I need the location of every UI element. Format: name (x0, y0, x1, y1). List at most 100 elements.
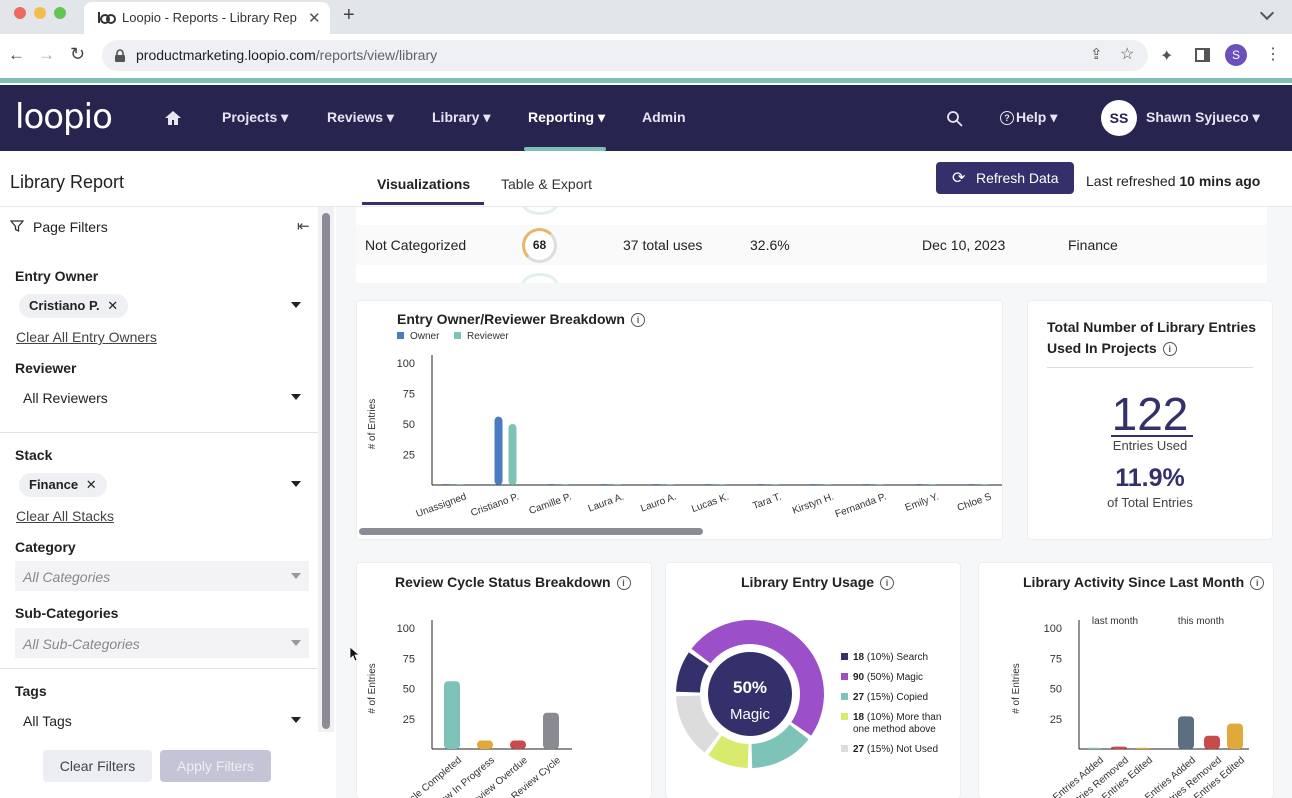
minimize-window-button[interactable] (34, 7, 46, 19)
info-icon: i (616, 576, 631, 590)
data-bar (543, 712, 559, 749)
mouse-cursor-icon (349, 646, 359, 662)
close-window-button[interactable] (14, 7, 26, 19)
sidebar-toggle-icon[interactable] (1195, 48, 1210, 62)
browser-tab-strip: Loopio - Reports - Library Rep ✕ + (0, 0, 1292, 34)
data-bar (704, 484, 713, 485)
apply-filters-button[interactable]: Apply Filters (160, 750, 271, 782)
extensions-icon[interactable]: ✦ (1160, 48, 1174, 65)
maximize-window-button[interactable] (54, 7, 66, 19)
filters-sidebar: Page Filters ⇤ Entry Owner Cristiano P. … (0, 207, 318, 798)
lock-icon (115, 49, 125, 62)
subcategories-select[interactable]: All Sub-Categories (15, 628, 309, 658)
table-row-faded (356, 269, 1267, 283)
collapse-sidebar-icon[interactable]: ⇤ (297, 218, 310, 235)
data-bar (442, 484, 450, 485)
nav-admin[interactable]: Admin (642, 109, 686, 125)
data-bar (1135, 747, 1151, 749)
subcategories-label: Sub-Categories (15, 605, 119, 621)
divider (0, 432, 318, 433)
data-bar (456, 484, 464, 485)
star-icon[interactable]: ☆ (1120, 46, 1135, 63)
sidebar-scrollbar-thumb[interactable] (322, 213, 330, 729)
nav-library[interactable]: Library ▾ (432, 109, 491, 125)
refresh-data-button[interactable]: ⟳ Refresh Data (936, 162, 1074, 194)
legend-swatch (454, 332, 461, 339)
entries-used-count: 122 (1111, 388, 1189, 440)
address-bar-row: ← → ↻ productmarketing.loopio.com/report… (0, 34, 1292, 78)
back-arrow-icon[interactable]: ← (8, 45, 25, 64)
data-bar (876, 484, 884, 485)
y-tick-label: 75 (403, 653, 415, 665)
data-bar (1178, 716, 1194, 749)
category-select[interactable]: All Categories (15, 561, 309, 591)
user-avatar[interactable]: SS (1101, 100, 1137, 136)
divider (1047, 367, 1253, 368)
url-field[interactable]: productmarketing.loopio.com/reports/view… (102, 40, 1148, 71)
new-tab-button[interactable]: + (343, 4, 355, 26)
info-icon: i (630, 313, 645, 327)
nav-help[interactable]: ? Help ▾ (1000, 109, 1057, 126)
donut-slice (676, 652, 709, 693)
nav-reporting[interactable]: Reporting ▾ (528, 109, 606, 125)
url-text: productmarketing.loopio.com/reports/view… (136, 47, 438, 63)
table-row[interactable]: Not Categorized 68 37 total uses 32.6% D… (356, 225, 1267, 265)
x-tick-label: Kirstyn H. (791, 491, 835, 516)
remove-chip-icon: ✕ (107, 298, 119, 313)
x-tick-label: Lucas K. (690, 491, 730, 515)
forward-arrow-icon[interactable]: → (38, 45, 55, 64)
legend-swatch (841, 693, 848, 700)
tab-visualizations[interactable]: Visualizations (377, 176, 471, 192)
user-menu[interactable]: Shawn Syjueco ▾ (1146, 109, 1260, 125)
kebab-menu-icon[interactable]: ⋮ (1265, 46, 1281, 63)
reload-icon[interactable]: ↻ (70, 44, 86, 64)
chart-scrollbar-track[interactable] (357, 526, 1002, 536)
sidebar-scrollbar-track[interactable] (318, 207, 334, 732)
search-icon[interactable] (946, 110, 963, 127)
close-tab-icon[interactable]: ✕ (308, 10, 321, 27)
data-bar (1204, 735, 1220, 749)
stack-select[interactable]: Finance ✕ (15, 469, 309, 499)
reviewer-select[interactable]: All Reviewers (15, 382, 309, 412)
y-tick-label: 75 (1050, 653, 1062, 665)
caret-down-icon (291, 394, 301, 400)
profile-avatar[interactable]: S (1225, 44, 1247, 66)
stack-chip[interactable]: Finance ✕ (19, 473, 107, 497)
chart-scrollbar-thumb[interactable] (359, 528, 703, 535)
x-tick-label: Lauro A. (639, 491, 678, 514)
help-circle-icon: ? (1000, 111, 1014, 125)
share-icon[interactable]: ⇪ (1090, 46, 1103, 63)
clear-entry-owners-link[interactable]: Clear All Entry Owners (16, 329, 157, 345)
legend-swatch (841, 673, 848, 680)
data-bar (477, 740, 493, 749)
clear-filters-button[interactable]: Clear Filters (43, 750, 152, 782)
row-percent: 32.6% (750, 237, 790, 253)
library-activity-card: Library Activity Since Last Month i 100 75… (979, 563, 1273, 798)
filter-icon (10, 220, 24, 233)
tags-select[interactable]: All Tags (15, 705, 309, 735)
entry-owner-select[interactable]: Cristiano P. ✕ (15, 290, 309, 320)
data-bar (652, 484, 660, 485)
x-tick-label: Chloe S (956, 491, 994, 514)
entry-owner-chip[interactable]: Cristiano P. ✕ (19, 294, 129, 318)
group-label: this month (1178, 616, 1224, 627)
clear-stacks-link[interactable]: Clear All Stacks (16, 508, 115, 524)
loopio-logo[interactable]: loopio (15, 97, 113, 137)
legend-label: Reviewer (467, 331, 509, 342)
home-icon[interactable] (164, 110, 182, 126)
group-label: last month (1092, 616, 1138, 627)
chevron-down-icon[interactable] (1259, 5, 1275, 21)
tab-table-export[interactable]: Table & Export (501, 176, 593, 192)
x-tick-label: Cristiano P. (469, 491, 520, 519)
browser-tab[interactable]: Loopio - Reports - Library Rep ✕ (84, 2, 330, 34)
info-icon: i (1162, 342, 1177, 356)
legend-swatch (841, 653, 848, 660)
data-bar (547, 484, 555, 485)
info-icon: i (1250, 576, 1265, 590)
library-activity-chart: 100 75 50 25 # of Entries last month this mont… (1011, 616, 1249, 798)
data-bar (510, 740, 526, 749)
nav-projects[interactable]: Projects ▾ (222, 109, 289, 125)
data-bar (967, 484, 975, 485)
nav-reviews[interactable]: Reviews ▾ (327, 109, 394, 125)
